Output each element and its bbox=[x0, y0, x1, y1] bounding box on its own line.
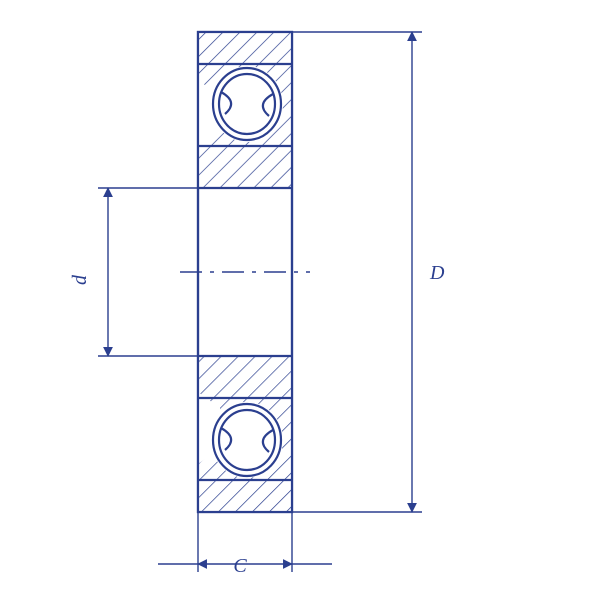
dimension-label-D: D bbox=[429, 262, 445, 284]
dimension-label-d: d bbox=[69, 274, 91, 285]
dimension-label-C: C bbox=[233, 555, 247, 577]
